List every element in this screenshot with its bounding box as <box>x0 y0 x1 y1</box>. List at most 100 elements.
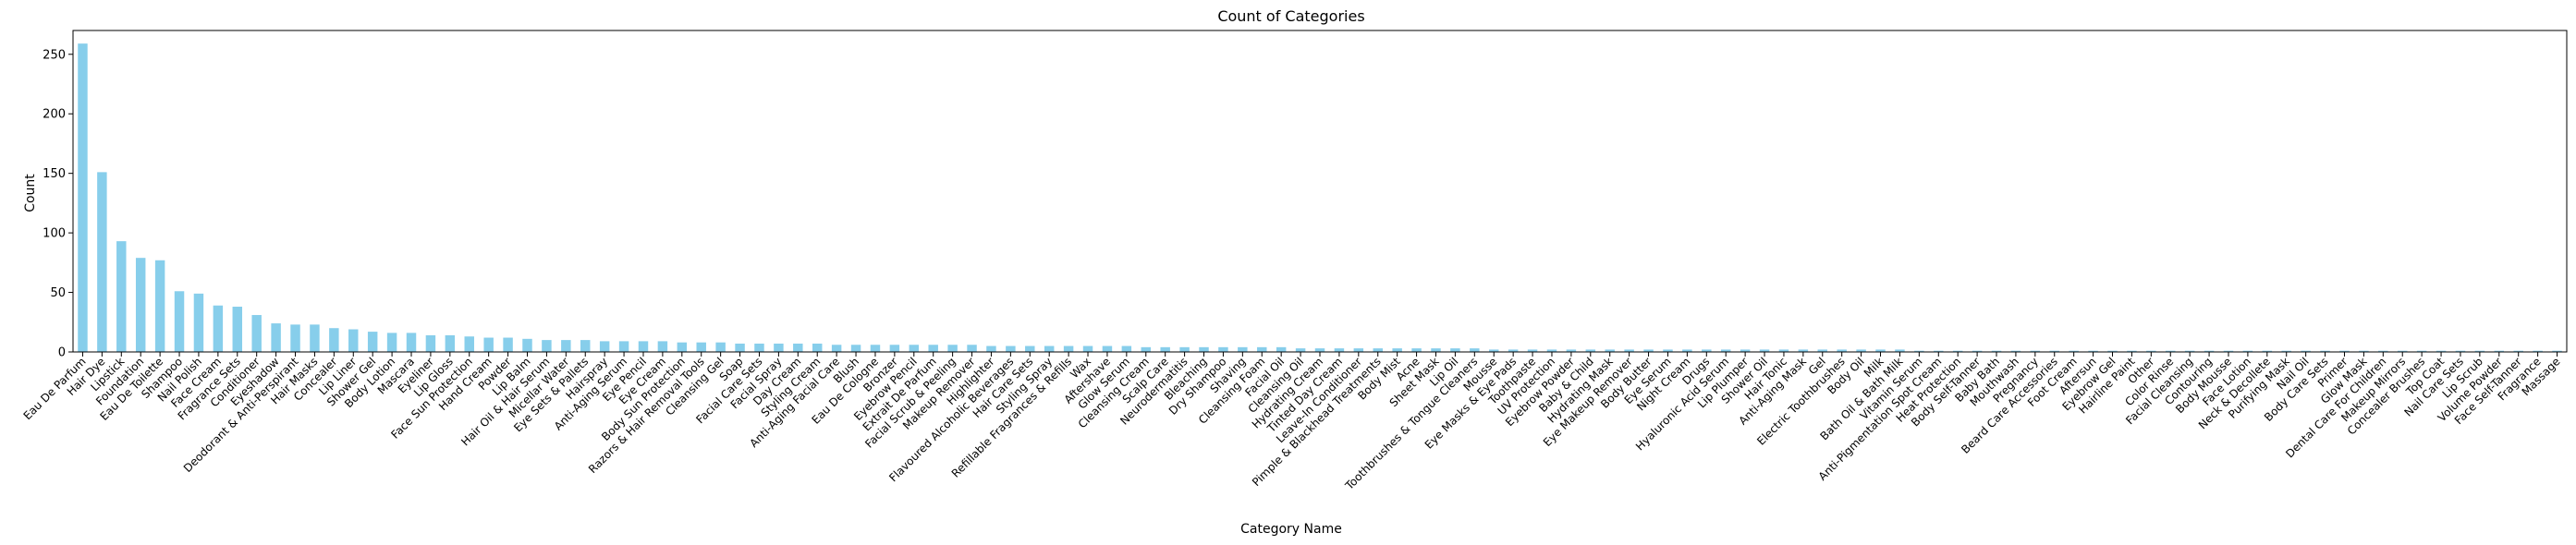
bar-27 <box>599 341 610 352</box>
bar-82 <box>1663 349 1673 352</box>
bar-76 <box>1546 349 1557 352</box>
bar-72 <box>1470 348 1480 352</box>
bar-35 <box>754 343 764 352</box>
bar-127 <box>2533 350 2543 352</box>
bar-54 <box>1121 345 1132 352</box>
bar-31 <box>677 342 688 352</box>
bar-103 <box>2069 350 2079 352</box>
y-tick-label: 100 <box>43 227 66 241</box>
bar-37 <box>793 343 803 352</box>
bar-66 <box>1353 348 1364 352</box>
bar-92 <box>1856 349 1866 352</box>
bar-67 <box>1373 348 1383 352</box>
bar-124 <box>2474 350 2485 352</box>
bar-6 <box>193 293 204 352</box>
bar-45 <box>947 345 958 352</box>
bar-65 <box>1334 348 1345 352</box>
bar-33 <box>715 342 726 352</box>
bar-21 <box>483 337 494 352</box>
bar-110 <box>2204 350 2215 352</box>
bar-74 <box>1508 349 1519 352</box>
bar-17 <box>406 333 417 352</box>
bar-84 <box>1702 349 1712 352</box>
bar-53 <box>1102 345 1113 352</box>
chart-title: Count of Categories <box>1217 7 1364 25</box>
bar-119 <box>2378 350 2388 352</box>
bar-71 <box>1450 348 1460 352</box>
bar-81 <box>1643 349 1654 352</box>
bar-3 <box>135 258 146 352</box>
bar-55 <box>1141 346 1151 352</box>
bar-96 <box>1934 350 1944 352</box>
bar-101 <box>2030 350 2041 352</box>
bar-39 <box>831 345 842 352</box>
bar-111 <box>2223 350 2234 352</box>
bar-19 <box>445 334 456 352</box>
bar-86 <box>1740 349 1751 352</box>
bar-83 <box>1682 349 1692 352</box>
bar-94 <box>1895 349 1905 352</box>
bar-61 <box>1257 346 1267 352</box>
bar-60 <box>1238 346 1248 352</box>
bar-97 <box>1952 350 1963 352</box>
bar-108 <box>2166 350 2176 352</box>
bar-64 <box>1314 348 1325 352</box>
bar-107 <box>2146 350 2156 352</box>
bar-2 <box>116 241 127 352</box>
bar-50 <box>1044 345 1055 352</box>
bar-68 <box>1392 348 1402 352</box>
bar-9 <box>251 315 262 352</box>
bar-44 <box>928 345 938 352</box>
bar-63 <box>1295 348 1306 352</box>
bar-52 <box>1082 345 1093 352</box>
bar-25 <box>561 340 571 352</box>
plot-frame <box>72 30 2568 353</box>
bar-88 <box>1778 349 1789 352</box>
bar-22 <box>503 337 513 352</box>
bar-78 <box>1585 349 1596 352</box>
bar-51 <box>1063 345 1074 352</box>
bar-121 <box>2416 350 2427 352</box>
bar-42 <box>889 345 900 352</box>
bar-69 <box>1411 348 1422 352</box>
bar-41 <box>870 345 881 352</box>
y-axis-label: Count <box>23 174 38 212</box>
bar-57 <box>1179 346 1190 352</box>
bar-12 <box>310 324 320 352</box>
bar-20 <box>464 336 474 352</box>
bar-34 <box>735 343 745 352</box>
bar-14 <box>348 329 359 352</box>
bar-32 <box>696 342 706 352</box>
bar-26 <box>580 340 591 352</box>
bar-112 <box>2242 350 2253 352</box>
bar-30 <box>657 341 668 352</box>
bar-118 <box>2359 350 2369 352</box>
bar-109 <box>2184 350 2195 352</box>
bar-29 <box>638 341 649 352</box>
y-tick-label: 200 <box>43 108 66 122</box>
bar-91 <box>1837 349 1847 352</box>
bar-123 <box>2455 350 2466 352</box>
y-tick-label: 150 <box>43 167 66 181</box>
bar-36 <box>774 343 784 352</box>
bar-58 <box>1199 346 1209 352</box>
bar-48 <box>1006 345 1016 352</box>
bar-0 <box>78 43 88 353</box>
bar-114 <box>2281 350 2291 352</box>
bar-7 <box>213 305 224 352</box>
bar-38 <box>812 343 823 352</box>
bar-115 <box>2301 350 2311 352</box>
bar-93 <box>1875 349 1886 352</box>
bar-8 <box>232 307 243 352</box>
bar-10 <box>271 323 281 352</box>
bar-73 <box>1489 349 1499 352</box>
bar-11 <box>290 324 300 352</box>
bar-23 <box>522 338 532 352</box>
bar-113 <box>2262 350 2273 352</box>
bar-13 <box>329 328 339 352</box>
bar-85 <box>1720 349 1731 352</box>
bar-77 <box>1566 349 1577 352</box>
bar-98 <box>1972 350 1983 352</box>
